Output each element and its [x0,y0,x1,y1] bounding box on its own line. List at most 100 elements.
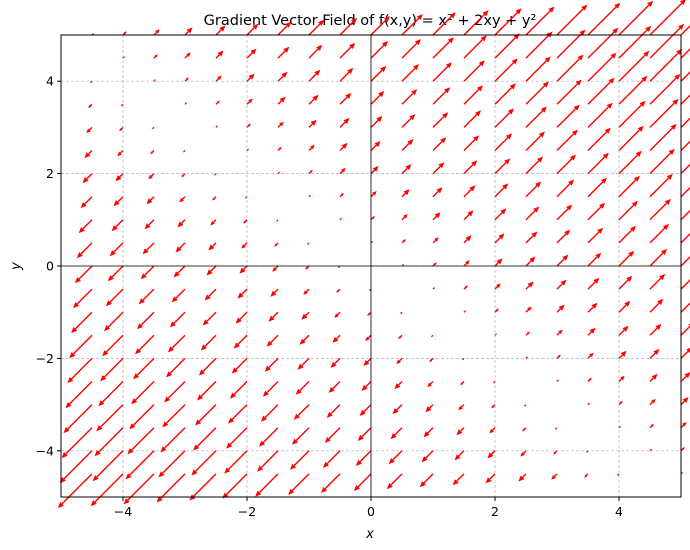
quiver-arrow [618,275,633,290]
arrow-shaft [121,103,124,106]
quiver-arrow [370,191,377,198]
quiver-arrow [618,225,637,244]
arrow-head [593,277,600,284]
arrow-shaft [494,162,507,175]
arrow-shaft [429,381,434,385]
arrow-shaft [618,378,623,382]
quiver-arrow [367,311,372,316]
quiver-arrow [456,427,465,436]
arrow-head [125,473,132,480]
arrow-shaft [198,404,217,422]
arrow-shaft [94,473,124,503]
quiver-arrow [142,242,155,255]
arrow-head [442,112,449,119]
arrow-shaft [494,87,513,105]
arrow-head [447,37,454,44]
quiver-arrow [680,447,685,452]
arrow-shaft [102,381,124,403]
quiver-arrow [680,372,690,382]
quiver-arrow [277,71,288,82]
quiver-arrow [421,450,434,463]
arrow-head [449,12,456,19]
arrow-head [425,406,432,413]
arrow-head [206,269,213,276]
arrow-shaft [425,450,434,459]
quiver-arrow [233,334,248,349]
arrow-head [297,363,304,370]
arrow-shaft [587,256,598,267]
quiver-arrow [556,329,563,336]
quiver-arrow [100,357,124,382]
arrow-head [243,220,247,224]
arrow-head [473,135,480,142]
arrow-shaft [212,219,217,223]
quiver-arrow [293,404,310,420]
arrow-shaft [215,126,218,128]
arrow-head [487,452,494,459]
arrow-head [113,200,120,207]
arrow-shaft [556,83,578,105]
arrow-shaft [246,77,251,82]
arrow-shaft [525,135,542,151]
arrow-head [177,221,184,228]
quiver-arrow [71,311,93,334]
arrow-head [73,302,80,309]
arrow-shaft [432,90,447,105]
quiver-arrow [266,334,279,347]
arrow-shaft [160,473,186,499]
quiver-arrow [463,285,468,290]
quiver-arrow [156,473,186,503]
arrow-shaft [330,404,341,415]
arrow-head [239,267,246,274]
arrow-shaft [235,357,248,370]
arrow-shaft [293,450,310,467]
quiver-arrow [618,325,629,336]
arrow-shaft [618,79,644,105]
arrow-shaft [463,238,468,244]
quiver-arrow [392,404,403,415]
quiver-arrow [80,196,93,209]
arrow-head [392,408,399,415]
arrow-shaft [649,227,666,244]
arrow-shaft [291,473,310,492]
axes: −4 −2 0 2 4 −4 −2 0 2 4 [36,34,682,519]
arrow-shaft [61,473,93,505]
quiver-arrow [107,265,124,282]
arrow-shaft [525,210,536,221]
arrow-shaft [277,50,286,59]
quiver-arrow [494,208,507,221]
quiver-arrow [246,73,255,82]
arrow-shaft [339,170,344,175]
quiver-arrow [587,402,590,406]
quiver-arrow [649,23,685,59]
quiver-arrow [191,450,217,476]
quiver-arrow [680,323,690,336]
quiver-arrow [370,216,375,221]
arrow-shaft [401,192,406,198]
arrow-shaft [491,427,496,431]
arrow-head [65,402,72,409]
arrow-shaft [494,286,499,290]
arrow-shaft [339,21,354,36]
arrow-head [241,244,246,249]
arrow-head [540,106,547,113]
arrow-head [527,306,532,312]
arrow-shaft [525,309,530,313]
arrow-head [288,488,295,495]
quiver-arrow [432,137,447,151]
quiver-arrow [162,404,186,428]
quiver-arrow [494,308,499,313]
arrow-head [564,229,571,236]
arrow-head [558,304,565,311]
quiver-arrow [680,232,690,244]
arrow-head [115,175,122,182]
quiver-arrow [370,116,383,128]
arrow-shaft [649,52,679,82]
arrow-shaft [618,29,648,59]
arrow-shaft [277,124,282,128]
arrow-head [518,475,525,482]
arrow-shaft [463,262,468,267]
arrow-head [312,94,319,101]
quiver-arrow [334,311,341,318]
arrow-head [365,336,370,341]
